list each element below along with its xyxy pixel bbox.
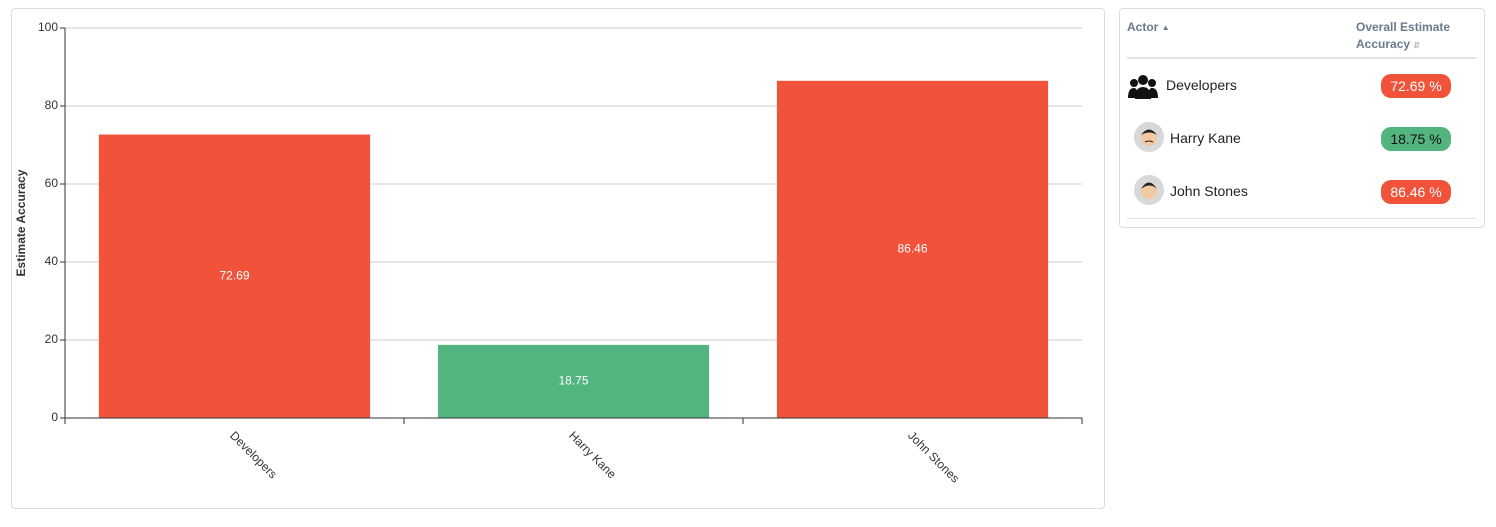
column-header[interactable]: Actor ▲ xyxy=(1127,19,1170,36)
accuracy-badge: 72.69 % xyxy=(1381,74,1451,98)
actor-name: Developers xyxy=(1166,77,1237,93)
actor-name: Harry Kane xyxy=(1170,130,1241,146)
value-label: 18.75 xyxy=(558,374,588,388)
y-tick-label: 40 xyxy=(45,254,59,268)
table-panel xyxy=(1119,8,1485,228)
header-text: Actor xyxy=(1127,20,1159,34)
bar xyxy=(437,344,710,418)
header-divider xyxy=(1127,57,1476,59)
x-tick-label: Developers xyxy=(227,428,280,481)
y-tick-label: 60 xyxy=(45,176,59,190)
x-tick-label: Harry Kane xyxy=(566,428,619,481)
avatar xyxy=(1134,122,1164,152)
chart-panel xyxy=(11,8,1105,509)
column-header[interactable]: Overall Estimate Accuracy ⇵ xyxy=(1356,19,1466,54)
x-tick-label: John Stones xyxy=(905,428,962,485)
avatar xyxy=(1134,175,1164,205)
accuracy-badge: 86.46 % xyxy=(1381,180,1451,204)
y-tick-label: 0 xyxy=(51,410,58,424)
y-axis-label: Estimate Accuracy xyxy=(14,169,28,276)
accuracy-badge: 18.75 % xyxy=(1381,127,1451,151)
y-tick-label: 20 xyxy=(45,332,59,346)
header-text: Overall Estimate Accuracy xyxy=(1356,20,1451,51)
bar xyxy=(98,134,371,418)
table-bottom xyxy=(1127,218,1476,219)
sort-icon: ⇵ xyxy=(1413,41,1421,50)
value-label: 86.46 xyxy=(897,242,927,256)
actor-name: John Stones xyxy=(1170,183,1248,199)
group-icon xyxy=(1128,75,1158,99)
sort-icon: ▲ xyxy=(1161,23,1170,32)
y-tick-label: 100 xyxy=(38,20,58,34)
value-label: 72.69 xyxy=(219,268,249,282)
bar xyxy=(776,80,1049,418)
y-tick-label: 80 xyxy=(45,98,59,112)
chart: Estimate Accuracy 0 20 40 60 80 100 72.69 Devel… xyxy=(14,20,1083,486)
